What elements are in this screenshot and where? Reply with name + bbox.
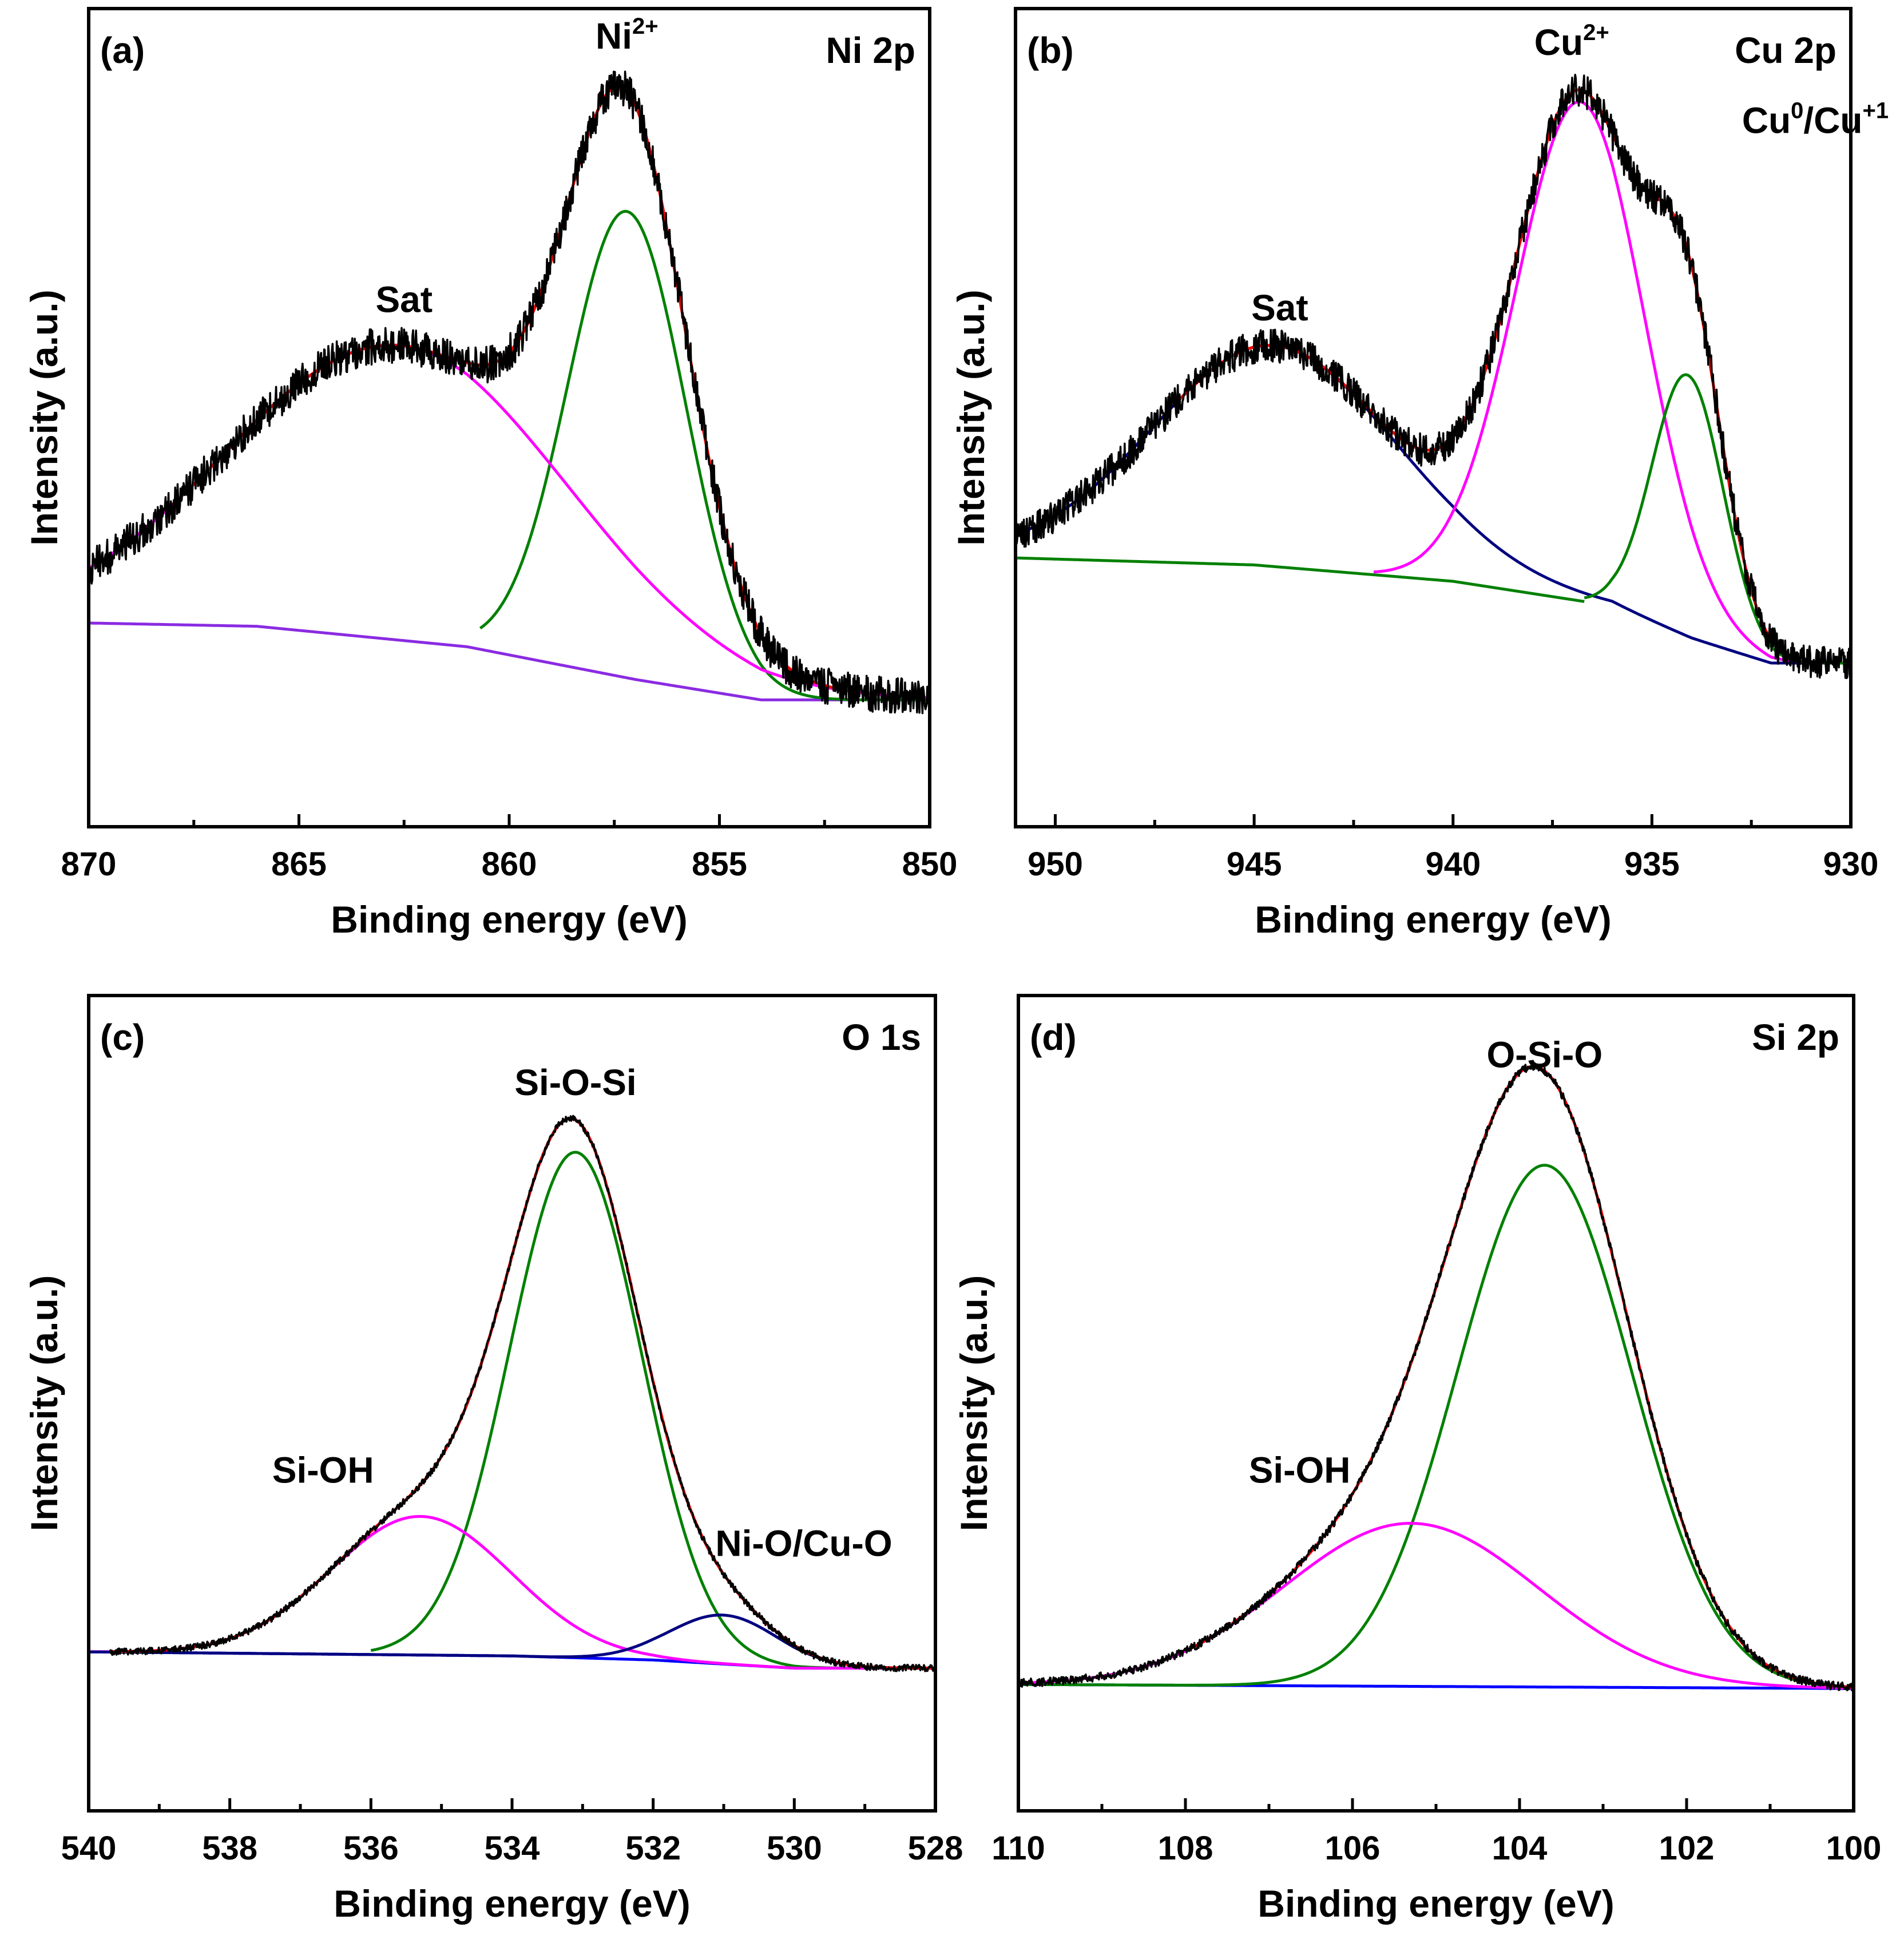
x-axis-title: Binding energy (eV) (1258, 1882, 1614, 1925)
series-raw-data (109, 1115, 935, 1672)
x-tick-label: 935 (1624, 846, 1680, 883)
x-tick-label: 532 (625, 1830, 681, 1867)
series-fitted-envelope (172, 85, 846, 692)
panel-label: (d) (1030, 1017, 1077, 1058)
peak-annotation: Sat (1251, 287, 1308, 328)
x-tick-label: 108 (1158, 1830, 1213, 1867)
x-tick-label: 860 (482, 846, 537, 883)
chart-panel-a: 870 865 860 855 850 Binding energy (eV) Intens… (23, 7, 958, 941)
series-raw-data (1016, 73, 1851, 680)
series-o-si-o-component (1018, 1164, 1854, 1690)
y-axis-title: Intensity (a.u.) (23, 290, 65, 545)
series-fitted-envelope (1174, 88, 1773, 642)
series-fitted-envelope (1184, 1065, 1854, 1689)
series-background (1016, 556, 1585, 603)
x-tick-label: 530 (767, 1830, 822, 1867)
y-axis-title: Intensity (a.u.) (953, 1275, 995, 1531)
peak-annotation: Si-O-Si (514, 1062, 636, 1103)
panel-title: Ni 2p (826, 30, 915, 71)
series-ni2-component (479, 209, 930, 701)
series-raw-data (1018, 1064, 1854, 1692)
x-tick-label: 950 (1028, 846, 1083, 883)
x-tick-label: 940 (1425, 846, 1481, 883)
peak-annotation: O-Si-O (1486, 1034, 1602, 1075)
chart-panel-b: 950 945 940 935 930 Binding energy (eV) Intens… (950, 7, 1889, 941)
series-raw-data (89, 70, 930, 715)
panel-label: (c) (100, 1017, 145, 1058)
x-tick-label: 870 (61, 846, 117, 883)
y-axis-title: Intensity (a.u.) (950, 290, 992, 545)
peak-annotation: Ni-O/Cu-O (715, 1523, 892, 1564)
x-tick-label: 538 (202, 1830, 257, 1867)
panel-title: Si 2p (1752, 1017, 1839, 1058)
chart-panel-d: 110 108 106 104 102 100 Binding energy (eV) Int… (953, 994, 1882, 1925)
series-si-oh-component (1018, 1522, 1854, 1690)
plot-frame (87, 994, 937, 1813)
x-axis-title: Binding energy (eV) (1255, 898, 1611, 941)
plot-area (1018, 1064, 1854, 1692)
x-tick-label: 104 (1492, 1830, 1548, 1867)
x-tick-label: 930 (1823, 846, 1879, 883)
x-tick-label: 100 (1826, 1830, 1882, 1867)
x-tick-label: 850 (902, 846, 958, 883)
x-tick-label: 102 (1659, 1830, 1715, 1867)
panel-title: O 1s (842, 1017, 921, 1058)
plot-area (89, 1115, 935, 1672)
x-tick-label: 528 (908, 1830, 963, 1867)
panel-label: (a) (100, 30, 145, 71)
y-axis-title: Intensity (a.u.) (23, 1275, 65, 1531)
x-tick-label: 540 (61, 1830, 117, 1867)
x-tick-label: 945 (1227, 846, 1282, 883)
x-axis-title: Binding energy (eV) (331, 898, 687, 941)
plot-area (1016, 73, 1851, 680)
peak-annotation: Cu2+ (1534, 20, 1609, 63)
series-satellite-component (89, 343, 930, 699)
series-ni-o-cu-o-component (89, 1613, 935, 1670)
peak-annotation: Sat (375, 279, 433, 320)
x-tick-label: 855 (692, 846, 747, 883)
x-axis-title: Binding energy (eV) (334, 1882, 690, 1925)
x-tick-label: 865 (271, 846, 327, 883)
peak-annotation: Ni2+ (596, 14, 659, 57)
panel-label: (b) (1027, 30, 1074, 71)
chart-panel-c: 540 538 536 534 532 530 528 Binding energy (eV)… (23, 994, 963, 1925)
x-tick-label: 536 (343, 1830, 399, 1867)
peak-annotation: Si-OH (272, 1449, 374, 1490)
x-tick-label: 110 (991, 1830, 1045, 1867)
plot-area (89, 70, 930, 715)
peak-annotation: Cu0/Cu+1 (1742, 98, 1889, 141)
x-tick-label: 534 (485, 1830, 540, 1867)
series-si-o-si-component (370, 1151, 935, 1670)
series-background (89, 621, 930, 701)
plot-frame (1014, 7, 1853, 828)
peak-annotation: Si-OH (1249, 1449, 1351, 1490)
x-tick-label: 106 (1325, 1830, 1381, 1867)
panel-title: Cu 2p (1735, 30, 1836, 71)
